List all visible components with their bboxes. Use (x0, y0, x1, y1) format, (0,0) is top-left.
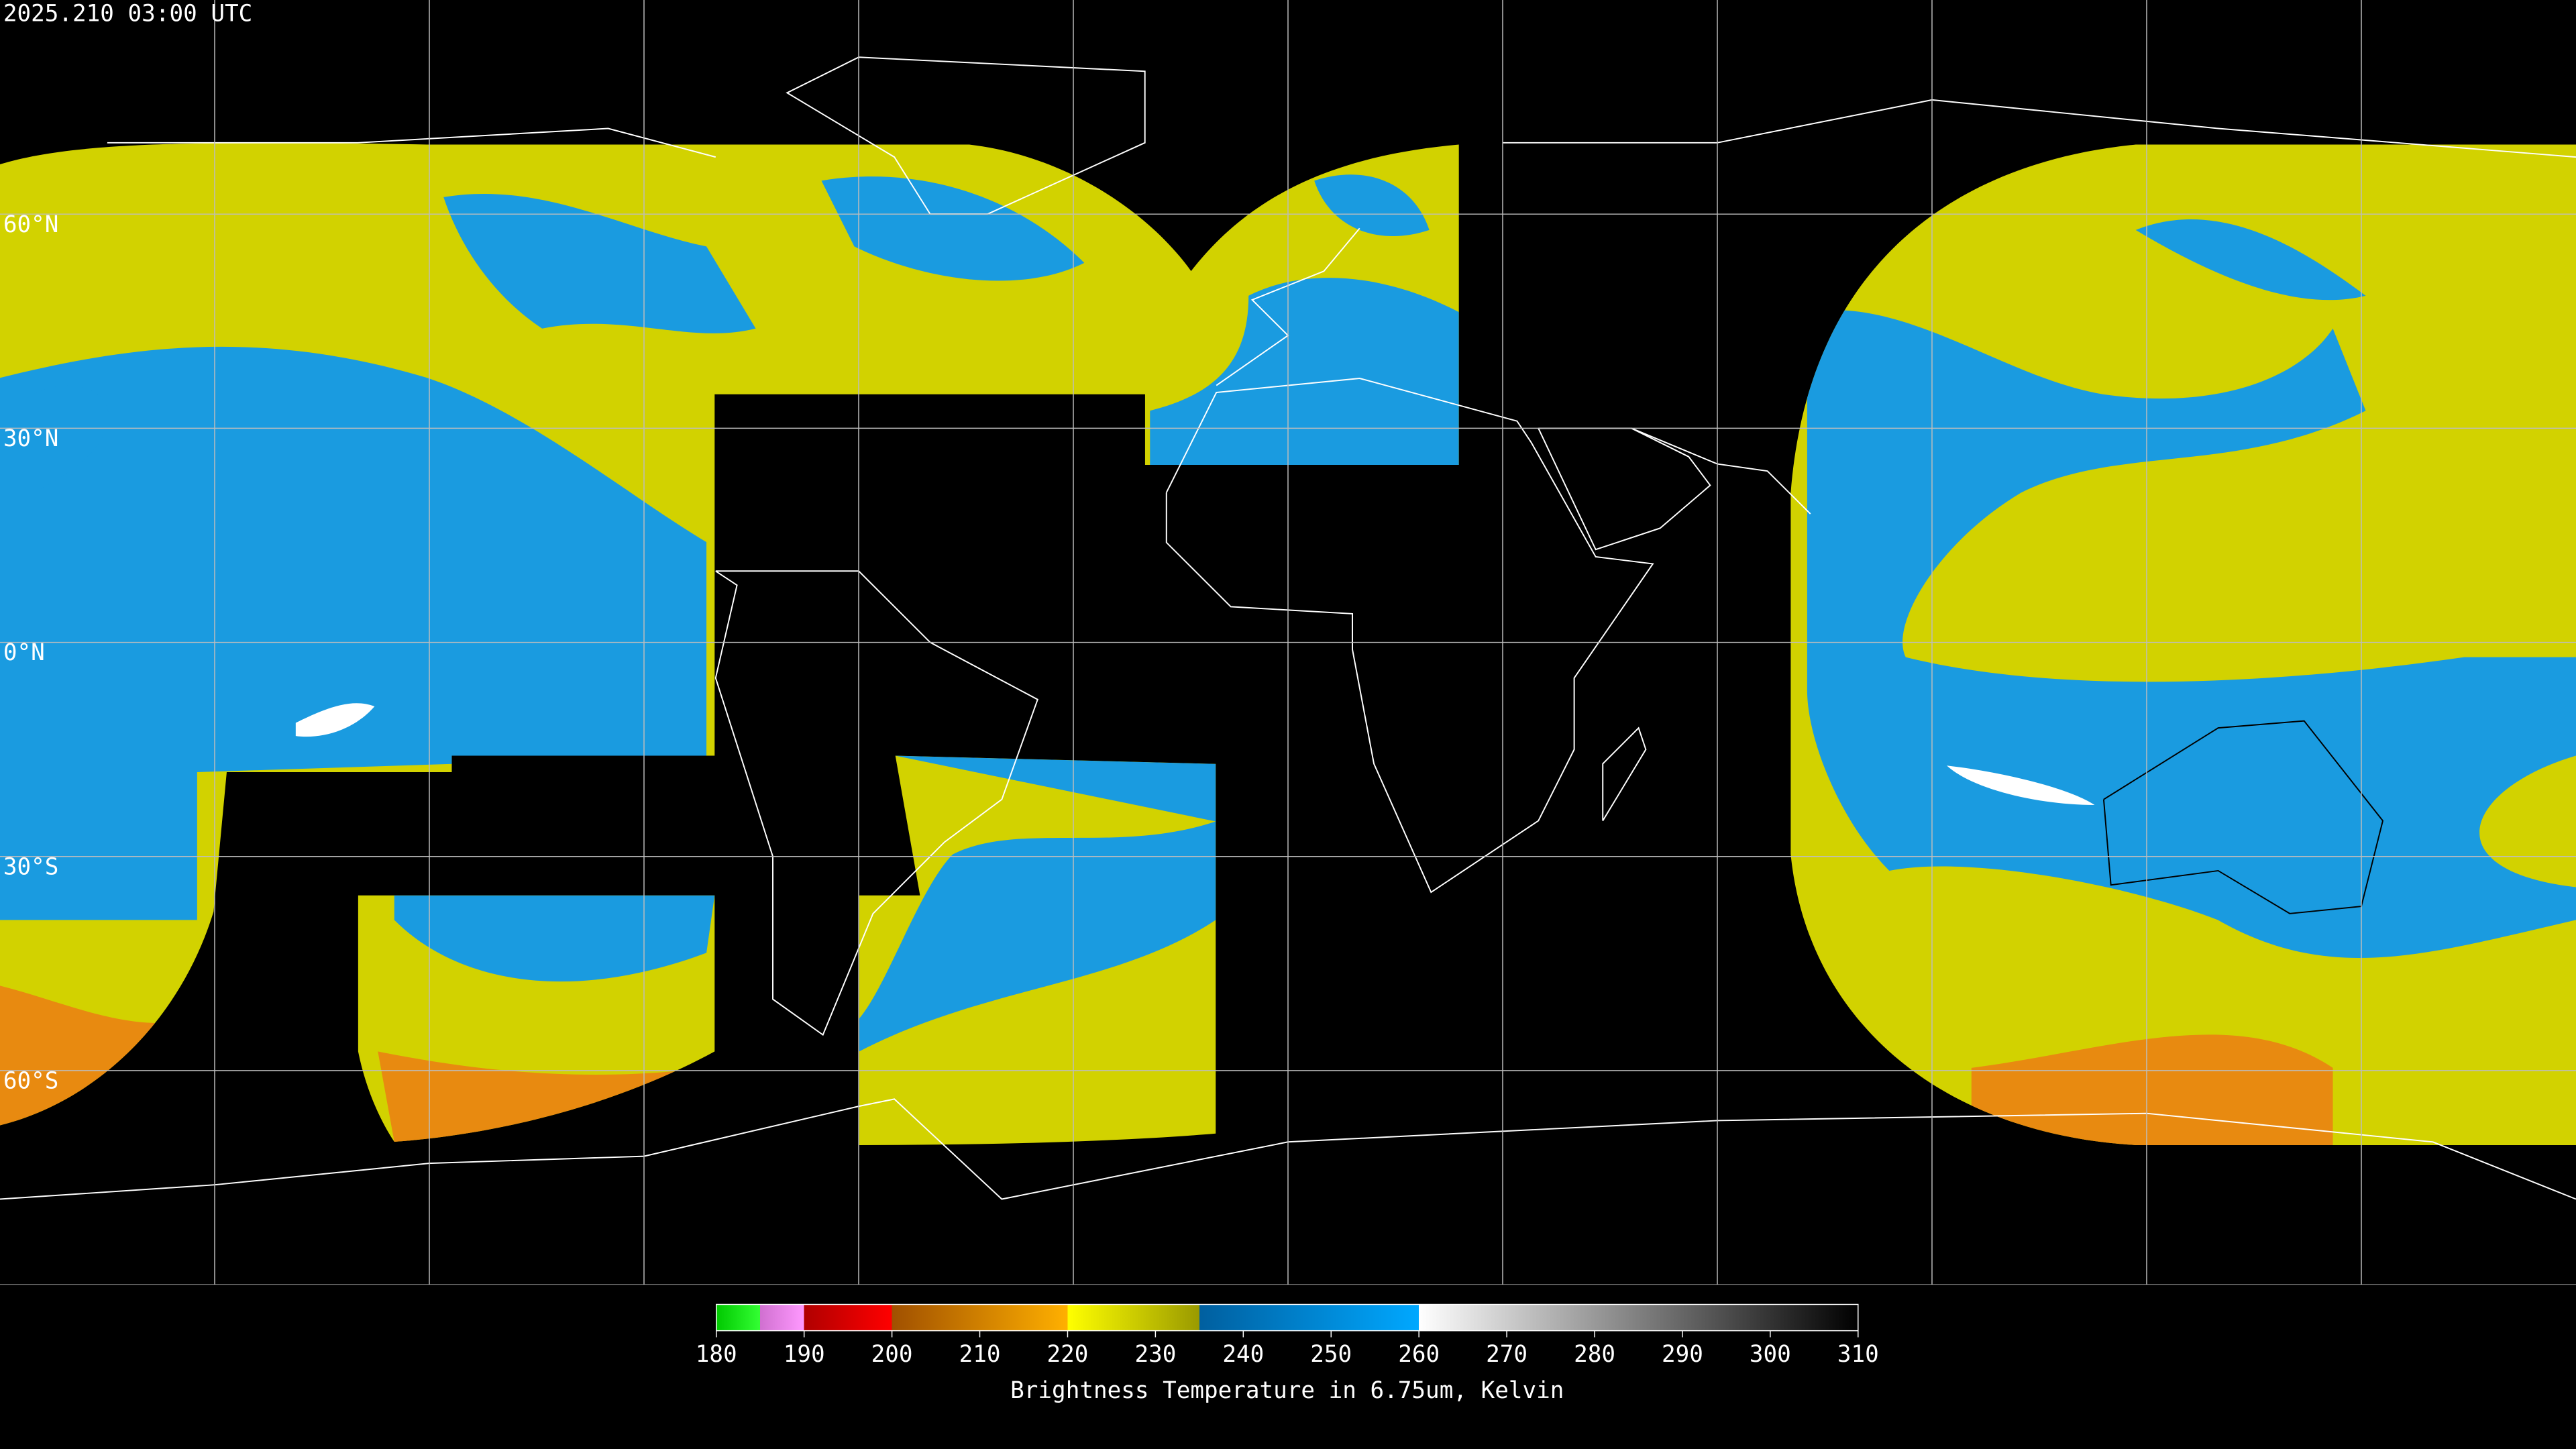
latitude-label: 0°N (3, 639, 45, 666)
colorbar: 180 190 200 210 220 230 240 250 260 270 280 290 300 3… (696, 1303, 1879, 1404)
coastline (1165, 378, 1654, 894)
coastline (1216, 227, 1360, 386)
colorbar-tick-label: 190 (784, 1341, 825, 1368)
coastline (1602, 727, 1647, 822)
colorbar-tick-label: 300 (1750, 1341, 1791, 1368)
colorbar-ramp (716, 1303, 1859, 1332)
colorbar-tick-label: 230 (1134, 1341, 1176, 1368)
latitude-label: 60°S (3, 1068, 59, 1095)
coastline (786, 56, 1146, 215)
colorbar-tick-label: 290 (1662, 1341, 1703, 1368)
colorbar-tick-label: 210 (959, 1341, 1001, 1368)
latitude-label: 30°S (3, 853, 59, 880)
colorbar-label: Brightness Temperature in 6.75um, Kelvin (1010, 1377, 1564, 1404)
coastline (1631, 427, 1811, 515)
colorbar-tick-label: 250 (1310, 1341, 1352, 1368)
colorbar-tick-label: 200 (871, 1341, 913, 1368)
colorbar-tick-label: 310 (1837, 1341, 1879, 1368)
colorbar-tick-label: 270 (1486, 1341, 1527, 1368)
coastline (107, 127, 716, 158)
coastline (0, 1098, 2576, 1200)
colorbar-tick-label: 280 (1574, 1341, 1615, 1368)
timestamp: 2025.210 03:00 UTC (3, 1, 252, 28)
latitude-label: 30°N (3, 425, 59, 452)
colorbar-tick-label: 260 (1398, 1341, 1440, 1368)
colorbar-tick-label: 180 (696, 1341, 737, 1368)
latitude-label: 60°N (3, 211, 59, 238)
colorbar-tick-label: 220 (1047, 1341, 1089, 1368)
colorbar-tick-label: 240 (1222, 1341, 1264, 1368)
